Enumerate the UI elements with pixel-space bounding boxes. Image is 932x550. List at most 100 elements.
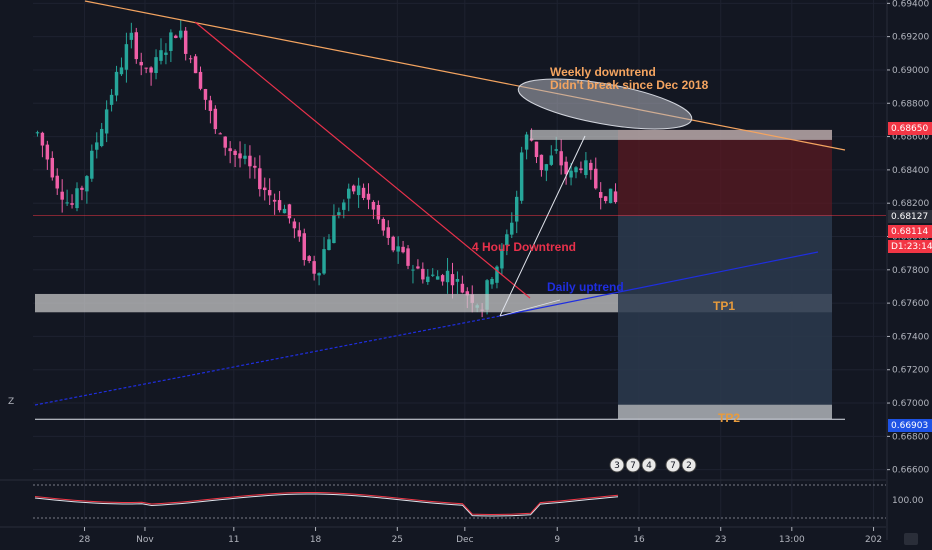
- time-tick-label: 9: [554, 535, 560, 545]
- target-zone: [618, 215, 832, 420]
- candle-body: [598, 192, 603, 198]
- event-count-label: 2: [686, 461, 692, 471]
- candle-body: [109, 94, 114, 105]
- indicator-value-label: 100.00: [892, 496, 924, 506]
- candle-body: [258, 168, 262, 190]
- candle-body: [292, 221, 297, 229]
- candle-body: [450, 274, 455, 286]
- indicator-lines: [34, 492, 619, 517]
- candle-body: [351, 185, 356, 192]
- candle-body: [426, 276, 430, 282]
- event-flag-icon[interactable]: [609, 457, 625, 473]
- candle-body: [544, 164, 549, 171]
- candle-body: [248, 155, 252, 167]
- candle-body: [164, 52, 168, 55]
- event-count-label: 7: [630, 461, 636, 471]
- event-flag-icon[interactable]: [681, 457, 697, 473]
- candle-body: [594, 168, 598, 189]
- weekly-annotation-line1: Weekly downtrend: [550, 65, 656, 79]
- candle-body: [495, 266, 499, 283]
- candle-body: [149, 67, 153, 73]
- candle-body: [440, 275, 445, 282]
- tv-logo-icon[interactable]: [904, 533, 918, 545]
- candle-body: [169, 32, 173, 51]
- candle-body: [188, 58, 193, 60]
- price-tag-box[interactable]: [888, 210, 932, 223]
- tv-logo-box: [904, 533, 918, 545]
- candle-body: [154, 57, 158, 74]
- price-tag-label: 0.66903: [891, 421, 928, 431]
- candle-body: [445, 270, 450, 283]
- candle-body: [238, 153, 242, 159]
- candle-body: [490, 278, 494, 285]
- candle-body: [564, 161, 568, 175]
- stop-loss-zone: [618, 129, 832, 216]
- candle-body: [267, 190, 272, 196]
- candle-body: [603, 196, 608, 202]
- weekly-touch-ellipse: [517, 78, 693, 130]
- candle-body: [366, 193, 371, 200]
- price-tag-box[interactable]: [888, 419, 932, 432]
- candle-body: [297, 230, 302, 237]
- time-tick-label: 23: [715, 535, 726, 545]
- candle-body: [589, 162, 593, 171]
- candle-body: [124, 44, 129, 70]
- daily-uptrend-dashed: [34, 315, 501, 406]
- candle-body: [430, 274, 435, 276]
- weekly-annotation-line2: Didn't break since Dec 2018: [550, 78, 709, 92]
- price-tag-box[interactable]: [888, 225, 932, 238]
- candle-body: [435, 276, 440, 280]
- price-tag-label: 0.68114: [891, 227, 928, 237]
- event-flag-icon[interactable]: [625, 457, 641, 473]
- price-tag-box[interactable]: [888, 122, 932, 135]
- candle-body: [134, 32, 139, 60]
- tp1-label: TP1: [713, 299, 735, 313]
- daily-uptrend-line: [499, 251, 819, 317]
- candle-body: [228, 148, 232, 152]
- price-tick-label: 0.68200: [892, 199, 929, 209]
- candle-body: [317, 273, 321, 276]
- candle-body: [376, 204, 381, 220]
- candle-body: [35, 132, 40, 134]
- candle-body: [307, 256, 311, 261]
- price-tag-label: 0.68127: [891, 212, 928, 222]
- candle-body: [327, 239, 331, 251]
- candle-body: [406, 248, 410, 266]
- candle-body: [65, 202, 69, 204]
- price-tag-box[interactable]: [888, 240, 932, 253]
- candle-body: [159, 50, 163, 61]
- time-tick-label: 28: [79, 535, 91, 545]
- event-flag-icon[interactable]: [641, 457, 657, 473]
- event-count-label: 7: [670, 461, 676, 471]
- candle-body: [337, 212, 341, 216]
- candle-body: [272, 199, 277, 202]
- candle-body: [208, 100, 213, 111]
- candle-body: [104, 109, 109, 134]
- event-flag-icon[interactable]: [665, 457, 681, 473]
- candle-body: [554, 149, 558, 151]
- candle-body: [332, 215, 336, 244]
- candle-body: [243, 155, 247, 159]
- tp2-label: TP2: [718, 411, 740, 425]
- candle-body: [500, 249, 504, 269]
- candle-body: [510, 222, 514, 235]
- candle-body: [361, 187, 366, 198]
- time-tick-label: 25: [392, 535, 403, 545]
- candle-body: [391, 236, 395, 251]
- candle-body: [524, 134, 529, 150]
- candle-body: [549, 155, 554, 165]
- candle-body: [119, 67, 124, 75]
- candle-body: [574, 167, 578, 173]
- candle-body: [218, 133, 223, 135]
- price-tick-label: 0.67200: [892, 366, 929, 376]
- candle-body: [70, 203, 74, 205]
- candle-body: [302, 233, 306, 261]
- price-tag-label: 0.68650: [891, 124, 928, 134]
- candle-body: [371, 201, 376, 210]
- candle-body: [539, 154, 544, 171]
- price-tick-label: 0.68400: [892, 166, 929, 176]
- indicator-line-red: [34, 492, 619, 516]
